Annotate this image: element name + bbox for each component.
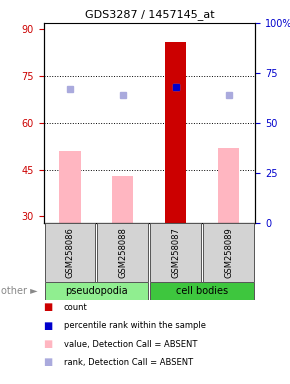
- Title: GDS3287 / 1457145_at: GDS3287 / 1457145_at: [85, 10, 214, 20]
- Text: rank, Detection Call = ABSENT: rank, Detection Call = ABSENT: [64, 358, 193, 367]
- Bar: [112, 176, 133, 223]
- Bar: [218, 148, 239, 223]
- Text: GSM258089: GSM258089: [224, 227, 233, 278]
- Bar: [45, 282, 148, 300]
- Text: ■: ■: [44, 321, 53, 331]
- Bar: [165, 42, 186, 223]
- Bar: [151, 282, 254, 300]
- Text: GSM258087: GSM258087: [171, 227, 180, 278]
- Text: other ►: other ►: [1, 286, 38, 296]
- Text: count: count: [64, 303, 88, 312]
- Text: ■: ■: [44, 339, 53, 349]
- Bar: [97, 223, 148, 282]
- Text: ■: ■: [44, 358, 53, 367]
- Text: GSM258088: GSM258088: [118, 227, 127, 278]
- Text: ■: ■: [44, 302, 53, 312]
- Bar: [59, 151, 81, 223]
- Bar: [45, 223, 95, 282]
- Text: value, Detection Call = ABSENT: value, Detection Call = ABSENT: [64, 339, 197, 349]
- Text: cell bodies: cell bodies: [176, 286, 228, 296]
- Bar: [151, 223, 201, 282]
- Text: pseudopodia: pseudopodia: [65, 286, 128, 296]
- Bar: [203, 223, 254, 282]
- Text: percentile rank within the sample: percentile rank within the sample: [64, 321, 206, 330]
- Text: GSM258086: GSM258086: [66, 227, 75, 278]
